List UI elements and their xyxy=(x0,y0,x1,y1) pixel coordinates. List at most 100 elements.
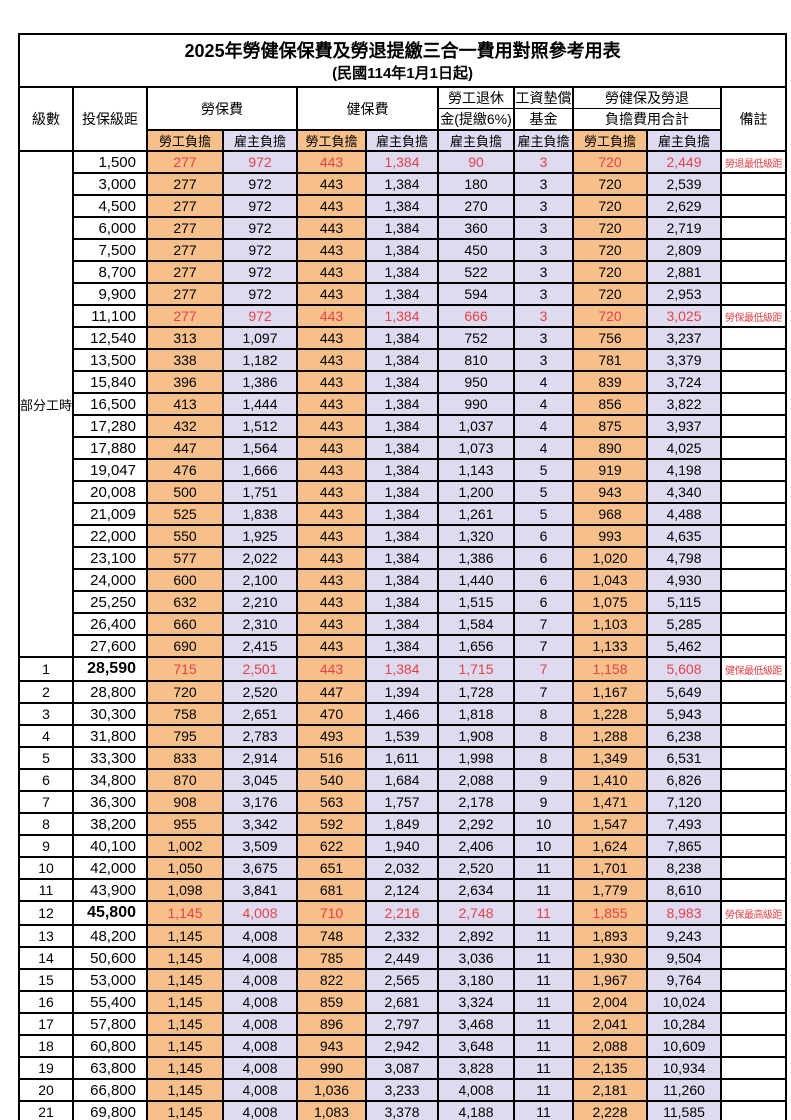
value-cell: 993 xyxy=(572,524,648,548)
value-cell: 2,088 xyxy=(437,768,515,792)
value-cell: 1,908 xyxy=(437,724,515,748)
bracket-cell: 48,200 xyxy=(72,924,148,948)
col-header-pension-line1: 勞工退休 xyxy=(437,86,515,109)
value-cell: 972 xyxy=(222,238,298,262)
value-cell: 277 xyxy=(146,282,224,306)
value-cell: 313 xyxy=(146,326,224,350)
value-cell: 1,145 xyxy=(146,1012,224,1036)
value-cell: 5,608 xyxy=(646,656,722,682)
value-cell: 5 xyxy=(513,458,574,482)
value-cell: 7,865 xyxy=(646,834,722,858)
value-cell: 3 xyxy=(513,194,574,218)
value-cell: 277 xyxy=(146,238,224,262)
remark-cell xyxy=(719,524,788,548)
value-cell: 5,649 xyxy=(646,680,722,704)
value-cell: 1,656 xyxy=(437,634,515,658)
value-cell: 1,564 xyxy=(222,436,298,460)
value-cell: 2,332 xyxy=(365,924,439,948)
value-cell: 2,124 xyxy=(365,878,439,902)
level-cell: 21 xyxy=(18,1100,74,1120)
level-cell: 5 xyxy=(18,746,74,770)
value-cell: 720 xyxy=(572,282,648,306)
value-cell: 4,930 xyxy=(646,568,722,592)
value-cell: 1,261 xyxy=(437,502,515,526)
value-cell: 7 xyxy=(513,680,574,704)
value-cell: 2,681 xyxy=(365,990,439,1014)
value-cell: 2,181 xyxy=(572,1078,648,1102)
value-cell: 660 xyxy=(146,612,224,636)
bracket-cell: 25,250 xyxy=(72,590,148,614)
table-row: 7,500 277 972 443 1,384 450 3 720 2,809 xyxy=(19,238,788,262)
value-cell: 2,520 xyxy=(222,680,298,704)
value-cell: 4,008 xyxy=(222,1012,298,1036)
value-cell: 4,008 xyxy=(222,1078,298,1102)
value-cell: 1,103 xyxy=(572,612,648,636)
bracket-cell: 27,600 xyxy=(72,634,148,658)
col-header-labor-fee: 勞保費 xyxy=(146,86,298,131)
value-cell: 1,384 xyxy=(365,502,439,526)
value-cell: 5,462 xyxy=(646,634,722,658)
value-cell: 1,444 xyxy=(222,392,298,416)
value-cell: 3 xyxy=(513,150,574,174)
table-row: 17,280 432 1,512 443 1,384 1,037 4 875 3,937 xyxy=(19,414,788,438)
level-cell: 12 xyxy=(18,900,74,926)
value-cell: 1,410 xyxy=(572,768,648,792)
value-cell: 3 xyxy=(513,238,574,262)
value-cell: 2,228 xyxy=(572,1100,648,1120)
value-cell: 990 xyxy=(437,392,515,416)
value-cell: 1,838 xyxy=(222,502,298,526)
value-cell: 10,609 xyxy=(646,1034,722,1058)
value-cell: 1,145 xyxy=(146,946,224,970)
value-cell: 277 xyxy=(146,150,224,174)
table-row: 19 63,800 1,145 4,008 990 3,087 3,828 11 2,135 10… xyxy=(18,1056,788,1080)
value-cell: 870 xyxy=(146,768,224,792)
value-cell: 277 xyxy=(146,172,224,196)
table-row: 9,900 277 972 443 1,384 594 3 720 2,953 xyxy=(19,282,788,306)
title-cell: 2025年勞健保保費及勞退提繳三合一費用對照參考用表 (民國114年1月1日起) xyxy=(17,33,788,88)
value-cell: 2,953 xyxy=(646,282,722,306)
value-cell: 4,008 xyxy=(437,1078,515,1102)
value-cell: 1,611 xyxy=(365,746,439,770)
value-cell: 443 xyxy=(296,260,367,284)
value-cell: 10,284 xyxy=(646,1012,722,1036)
value-cell: 968 xyxy=(572,502,648,526)
value-cell: 9 xyxy=(513,768,574,792)
value-cell: 919 xyxy=(572,458,648,482)
value-cell: 1,998 xyxy=(437,746,515,770)
value-cell: 1,182 xyxy=(222,348,298,372)
bracket-cell: 21,009 xyxy=(72,502,148,526)
value-cell: 785 xyxy=(296,946,367,970)
remark-cell xyxy=(719,392,788,416)
table-row: 21,009 525 1,838 443 1,384 1,261 5 968 4,488 xyxy=(19,502,788,526)
value-cell: 8,238 xyxy=(646,856,722,880)
value-cell: 1,779 xyxy=(572,878,648,902)
value-cell: 443 xyxy=(296,326,367,350)
value-cell: 1,384 xyxy=(365,238,439,262)
value-cell: 1,940 xyxy=(365,834,439,858)
remark-cell xyxy=(719,724,788,748)
table-row: 8 38,200 955 3,342 592 1,849 2,292 10 1,547 7,493 xyxy=(18,812,788,836)
value-cell: 720 xyxy=(572,216,648,240)
value-cell: 856 xyxy=(572,392,648,416)
value-cell: 3,176 xyxy=(222,790,298,814)
table-row: 2 28,800 720 2,520 447 1,394 1,728 7 1,167 5,649 xyxy=(18,680,788,704)
value-cell: 2,216 xyxy=(365,900,439,926)
value-cell: 447 xyxy=(296,680,367,704)
value-cell: 522 xyxy=(437,260,515,284)
value-cell: 443 xyxy=(296,656,367,682)
table-row: 6 34,800 870 3,045 540 1,684 2,088 9 1,410 6,826 xyxy=(18,768,788,792)
value-cell: 1,728 xyxy=(437,680,515,704)
value-cell: 1,145 xyxy=(146,968,224,992)
bracket-cell: 66,800 xyxy=(72,1078,148,1102)
value-cell: 4,008 xyxy=(222,924,298,948)
bracket-cell: 17,280 xyxy=(72,414,148,438)
bracket-cell: 13,500 xyxy=(72,348,148,372)
value-cell: 720 xyxy=(572,238,648,262)
level-cell: 18 xyxy=(18,1034,74,1058)
value-cell: 443 xyxy=(296,458,367,482)
value-cell: 8 xyxy=(513,746,574,770)
subheader-labor-employer: 雇主負擔 xyxy=(222,129,298,152)
value-cell: 5 xyxy=(513,480,574,504)
value-cell: 720 xyxy=(572,172,648,196)
value-cell: 443 xyxy=(296,194,367,218)
